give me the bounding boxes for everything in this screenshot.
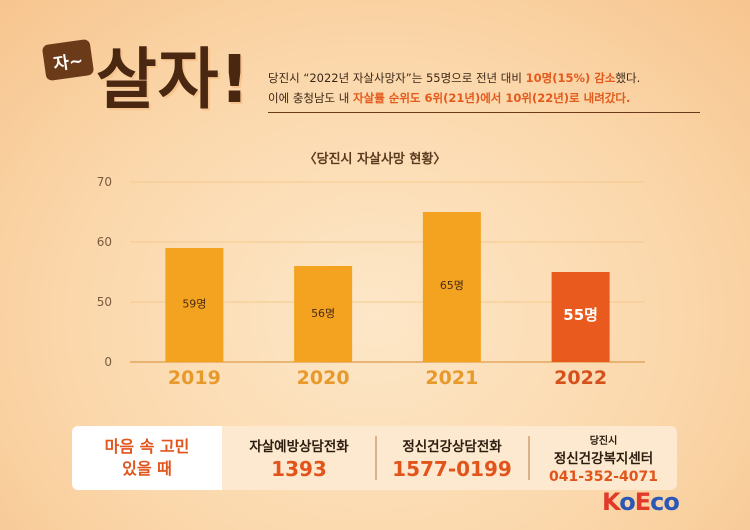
description-line-2: 이에 충청남도 내 자살률 순위도 6위(21년)에서 10위(22년)로 내려… (268, 91, 631, 105)
data-label: 55명 (563, 306, 598, 324)
center-city: 당진시 (589, 435, 618, 447)
y-tick-label: 60 (97, 235, 112, 249)
y-tick-label: 50 (97, 295, 112, 309)
data-label: 65명 (440, 279, 464, 292)
bar-2020 (294, 266, 353, 362)
bar-2021 (422, 212, 481, 362)
y-tick-label: 0 (104, 355, 112, 369)
divider (375, 436, 377, 480)
x-tick-label: 2020 (297, 367, 350, 389)
hotline-title: 자살예방상담전화 (249, 439, 349, 455)
koeco-logo: KoEco (602, 488, 680, 516)
y-tick-label: 70 (97, 175, 112, 189)
hotline-title: 정신건강상담전화 (402, 439, 502, 455)
bar-2022 (551, 272, 610, 362)
data-label: 59명 (182, 298, 206, 311)
x-tick-label: 2019 (168, 367, 221, 389)
hotline-number: 1393 (271, 457, 327, 481)
header-divider (268, 112, 700, 113)
x-tick-label: 2021 (425, 367, 478, 389)
bar-chart: 0 50 60 70 59명 2019 56명 2020 65명 2021 55명 2022 (97, 175, 645, 389)
mental-health-hotline: 정신건강상담전화 1577-0199 (377, 426, 527, 490)
helpline-prompt: 마음 속 고민 있을 때 (72, 426, 222, 490)
x-tick-label: 2022 (554, 367, 607, 389)
description: 당진시 “2022년 자살사망자”는 55명으로 전년 대비 10명(15%) … (268, 68, 708, 108)
center-number: 041-352-4071 (548, 468, 659, 485)
suicide-prevention-hotline: 자살예방상담전화 1393 (224, 426, 374, 490)
helpline-panel: 마음 속 고민 있을 때 자살예방상담전화 1393 정신건강상담전화 1577… (72, 426, 677, 490)
center-title: 정신건강복지센터 (553, 450, 654, 467)
header: 자~ 살자! 당진시 “2022년 자살사망자”는 55명으로 전년 대비 10… (41, 22, 724, 132)
description-line-1: 당진시 “2022년 자살사망자”는 55명으로 전년 대비 10명(15%) … (268, 71, 641, 85)
hotline-number: 1577-0199 (392, 457, 512, 481)
mental-health-center: 당진시 정신건강복지센터 041-352-4071 (530, 426, 677, 490)
prompt-line-1: 마음 속 고민 (104, 437, 190, 456)
data-label: 56명 (311, 307, 335, 320)
prompt-line-2: 있을 때 (122, 459, 172, 478)
bar-2019 (165, 248, 224, 362)
divider (528, 436, 530, 480)
headline: 살자! (96, 41, 251, 118)
chart-title: 〈당진시 자살사망 현황〉 (303, 152, 447, 167)
